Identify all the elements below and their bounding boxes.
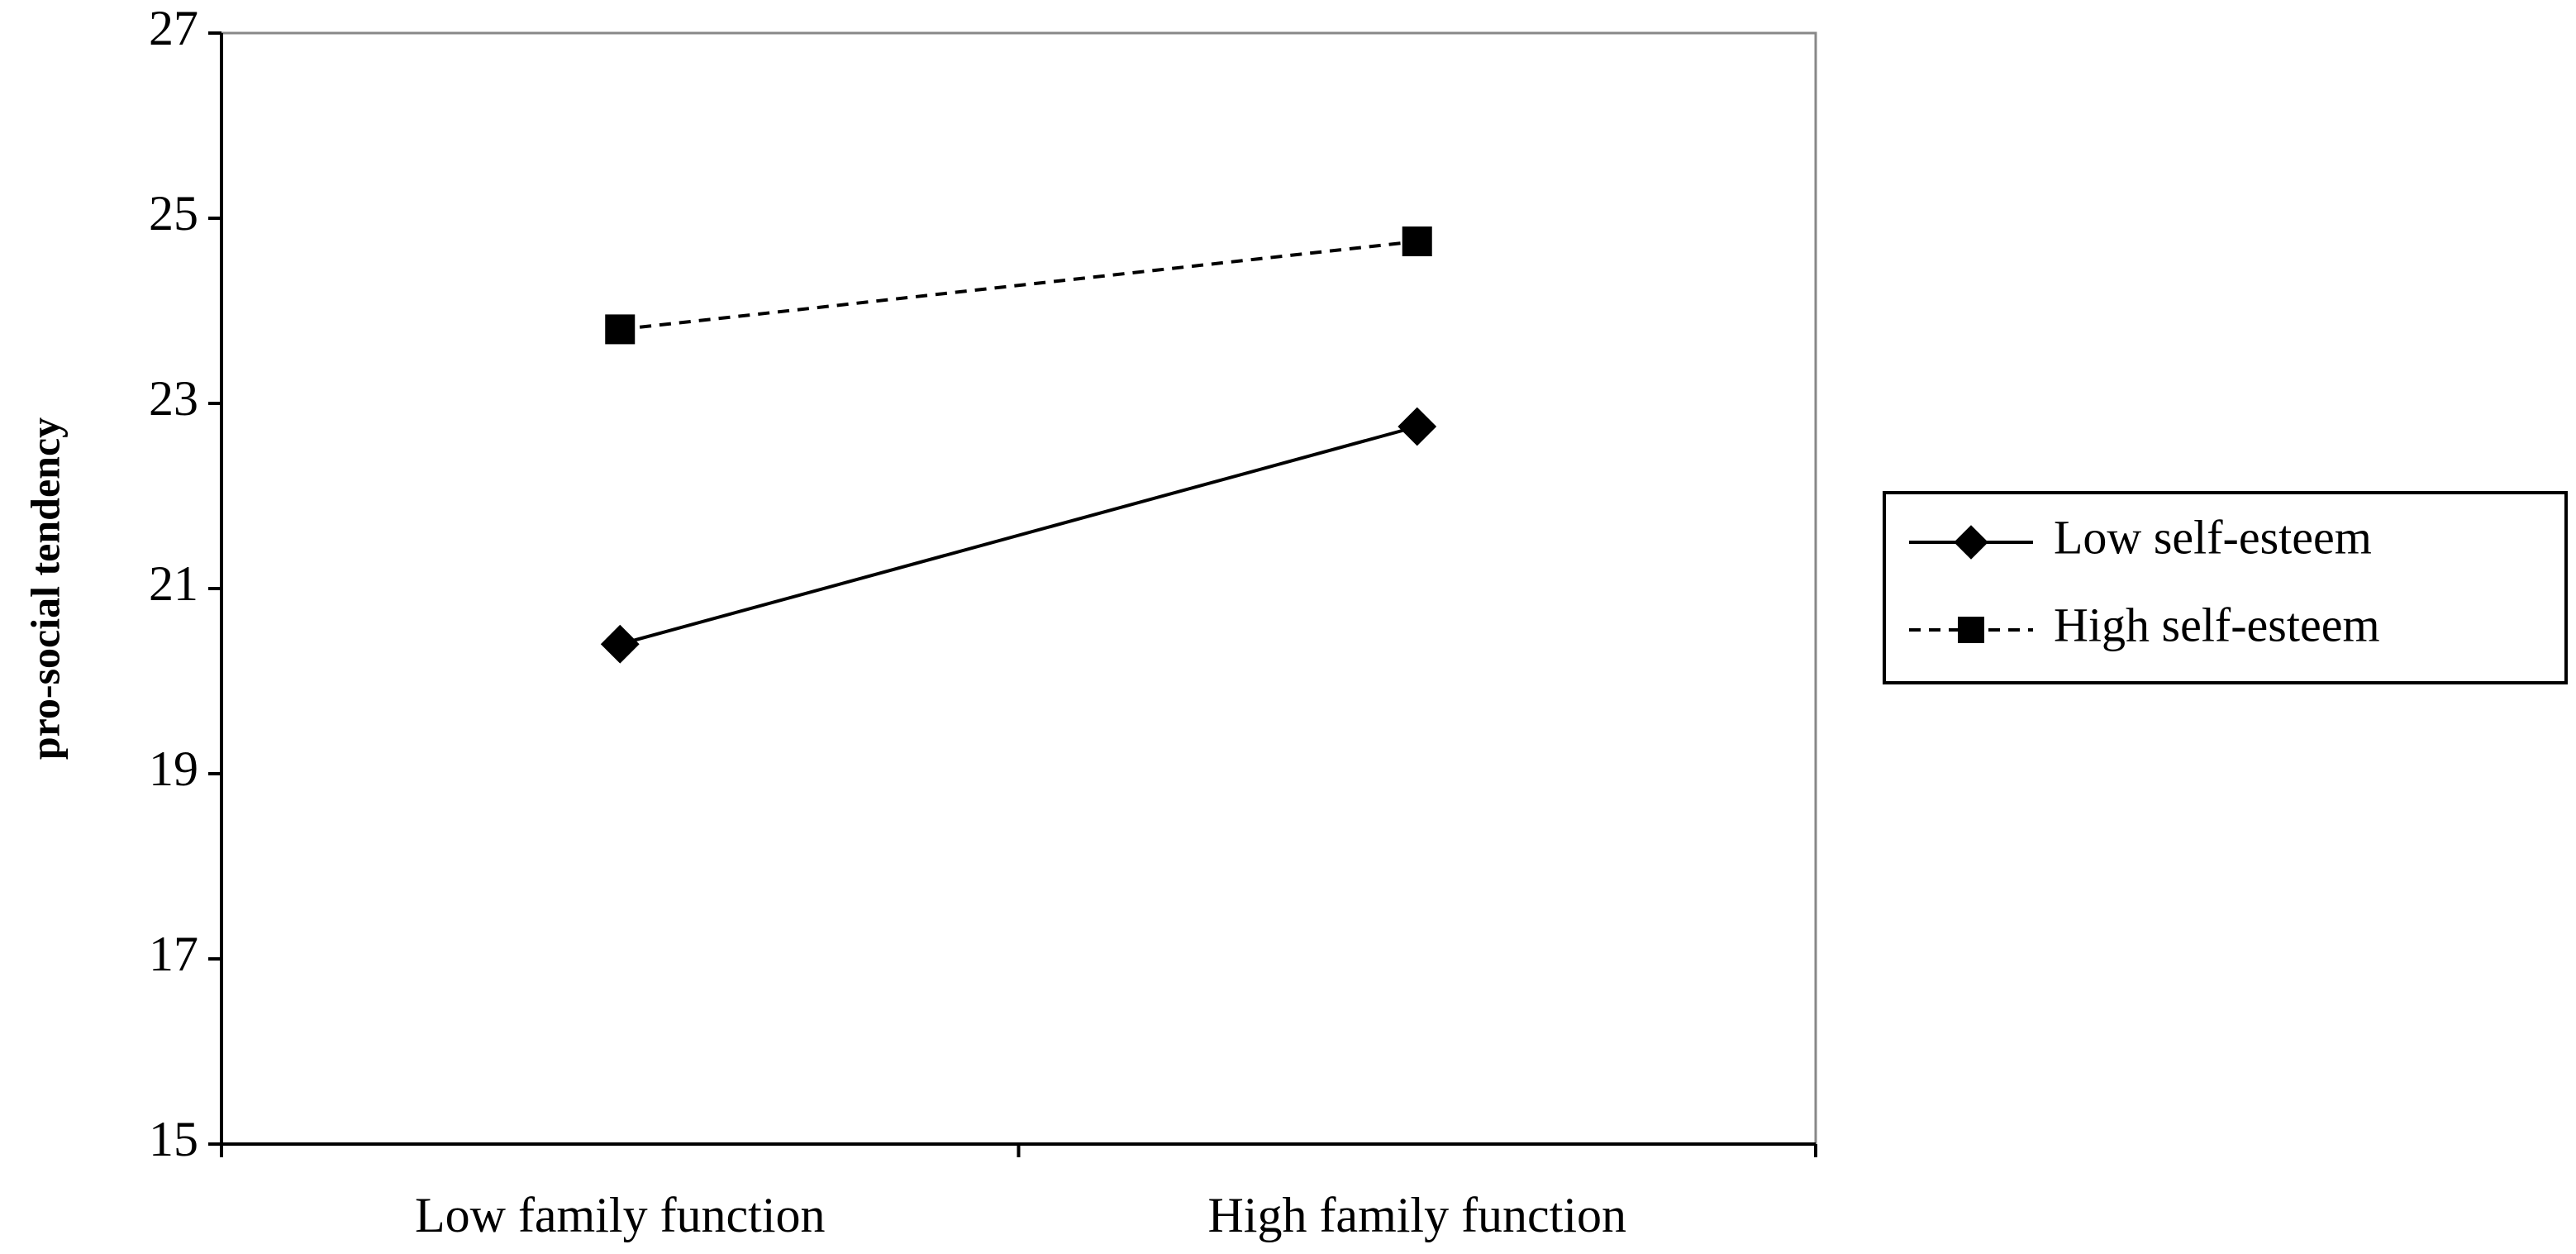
y-tick-label: 25	[149, 186, 198, 241]
y-axis-label: pro-social tendency	[21, 417, 68, 760]
series-line	[620, 240, 1417, 331]
y-tick-label: 23	[149, 371, 198, 426]
marker	[1402, 226, 1432, 256]
marker	[605, 314, 636, 345]
y-tick-label: 15	[149, 1112, 198, 1166]
y-tick-label: 19	[149, 741, 198, 796]
legend-marker	[1954, 525, 1988, 560]
legend-marker	[1958, 617, 1984, 643]
plot-frame	[220, 31, 1817, 1146]
legend-label: High self-esteem	[2054, 598, 2380, 651]
x-tick-label: Low family function	[415, 1188, 826, 1242]
legend-box	[1883, 491, 2568, 684]
legend-label: Low self-esteem	[2054, 510, 2372, 564]
y-tick-label: 21	[149, 556, 198, 611]
series-line	[619, 425, 1418, 646]
marker	[1398, 407, 1437, 446]
y-tick-label: 27	[149, 1, 198, 55]
y-tick-label: 17	[149, 927, 198, 981]
marker	[600, 624, 640, 664]
x-tick-label: High family function	[1207, 1188, 1626, 1242]
